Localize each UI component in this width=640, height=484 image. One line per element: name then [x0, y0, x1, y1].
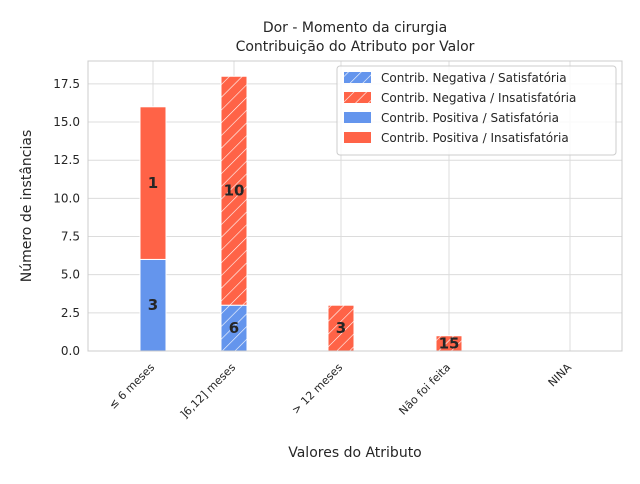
legend-entry: Contrib. Positiva / Satisfatória — [344, 111, 559, 125]
legend: Contrib. Negativa / Satisfatória Contrib.… — [336, 65, 617, 156]
plot-frame — [87, 60, 623, 352]
y-tick-label: 12.5 — [53, 153, 80, 167]
data-labels: 6 10 3 15 3 1 — [148, 174, 460, 352]
legend-entry: Contrib. Positiva / Insatisfatória — [344, 131, 569, 145]
bar-segment — [220, 75, 248, 306]
bar-segment — [220, 304, 248, 352]
y-tick-label: 10.0 — [53, 191, 80, 205]
data-label: 6 — [229, 319, 239, 337]
y-tick-label: 0.0 — [61, 344, 80, 358]
legend-label: Contrib. Negativa / Satisfatória — [381, 71, 567, 85]
y-axis-title: Número de instâncias — [19, 130, 35, 282]
x-tick-labels: ≤ 6 meses ]6,12] meses > 12 meses Não foi f… — [106, 361, 574, 422]
y-tick-label: 5.0 — [61, 268, 80, 282]
legend-label: Contrib. Positiva / Satisfatória — [381, 111, 559, 125]
y-tick-label: 15.0 — [53, 115, 80, 129]
bars — [139, 75, 463, 352]
y-tick-labels: 0.0 2.5 5.0 7.5 10.0 12.5 15.0 17.5 — [53, 77, 80, 358]
data-label: 10 — [224, 182, 245, 200]
data-label: 3 — [336, 319, 346, 337]
y-tick-label: 2.5 — [61, 306, 80, 320]
bar-segment — [327, 304, 355, 352]
legend-entry: Contrib. Negativa / Insatisfatória — [344, 91, 576, 105]
data-label: 3 — [148, 296, 158, 314]
bar-segment — [139, 258, 167, 352]
x-axis-title: Valores do Atributo — [288, 445, 422, 461]
legend-label: Contrib. Positiva / Insatisfatória — [381, 131, 569, 145]
chart-subtitle: Contribuição do Atributo por Valor — [236, 39, 475, 55]
y-tick-label: 7.5 — [61, 230, 80, 244]
x-tick-label: NINA — [546, 361, 575, 390]
chart-title: Dor - Momento da cirurgia — [263, 20, 447, 36]
bar-segment — [139, 106, 167, 260]
legend-label: Contrib. Negativa / Insatisfatória — [381, 91, 576, 105]
x-tick-label: ]6,12] meses — [178, 361, 238, 421]
legend-frame — [336, 65, 617, 156]
x-tick-label: > 12 meses — [289, 361, 345, 417]
data-label: 1 — [148, 174, 158, 192]
legend-entry: Contrib. Negativa / Satisfatória — [344, 71, 567, 85]
data-label: 15 — [439, 334, 460, 352]
x-tick-label: ≤ 6 meses — [106, 361, 157, 412]
y-tick-label: 17.5 — [53, 77, 80, 91]
x-tick-label: Não foi feita — [396, 361, 453, 418]
